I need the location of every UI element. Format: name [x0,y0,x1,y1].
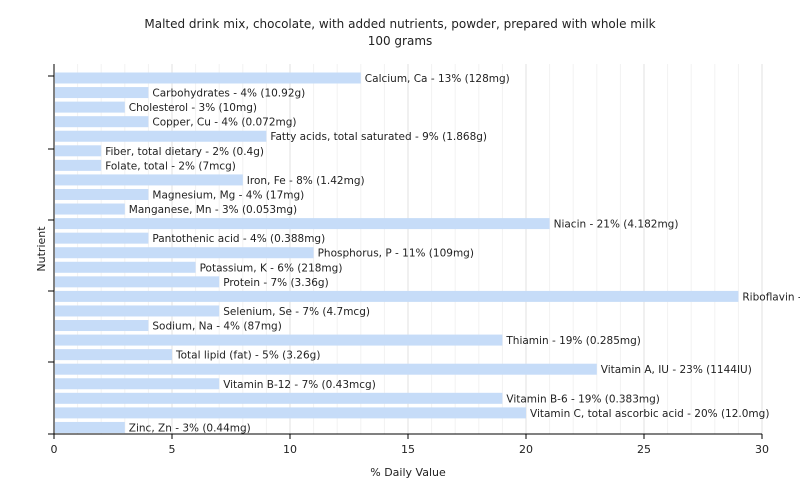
bar-label: Copper, Cu - 4% (0.072mg) [152,117,296,129]
bar-label: Fiber, total dietary - 2% (0.4g) [105,146,264,158]
chart-subtitle: 100 grams [367,34,433,48]
bar [55,116,149,128]
bar [55,363,597,375]
bar-label: Vitamin B-6 - 19% (0.383mg) [506,393,660,405]
bar-label: Vitamin C, total ascorbic acid - 20% (12… [530,408,769,420]
x-tick-label: 30 [755,443,769,456]
x-axis-label: % Daily Value [370,466,446,479]
bar-label: Pantothenic acid - 4% (0.388mg) [152,233,325,245]
bar [55,407,526,419]
bar-label: Zinc, Zn - 3% (0.44mg) [129,422,251,434]
bar-label: Sodium, Na - 4% (87mg) [152,321,281,333]
bar [55,130,267,142]
x-tick-label: 5 [169,443,176,456]
bar-label: Iron, Fe - 8% (1.42mg) [247,175,365,187]
x-tick-label: 0 [51,443,58,456]
bar-label: Manganese, Mn - 3% (0.053mg) [129,204,297,216]
bar-label: Vitamin A, IU - 23% (1144IU) [601,364,752,376]
bar-label: Vitamin B-12 - 7% (0.43mcg) [223,379,376,391]
bar [55,159,102,171]
bar [55,305,220,317]
bar [55,188,149,200]
bar-label: Protein - 7% (3.36g) [223,277,329,289]
x-tick-label: 20 [519,443,533,456]
bar-label: Potassium, K - 6% (218mg) [200,262,343,274]
bar [55,145,102,157]
bar-label: Carbohydrates - 4% (10.92g) [152,88,305,100]
bar [55,232,149,244]
bar [55,72,361,84]
bar [55,378,220,390]
bar [55,87,149,99]
bar [55,290,739,302]
bar-label: Niacin - 21% (4.182mg) [554,219,679,231]
bar-label: Fatty acids, total saturated - 9% (1.868… [270,131,487,143]
bar [55,174,243,186]
bar [55,334,503,346]
bar [55,247,314,259]
chart-title: Malted drink mix, chocolate, with added … [144,17,656,31]
bar [55,421,125,433]
bar-label: Riboflavin - 29% (0.497mg) [742,291,800,303]
bar [55,276,220,288]
bar-label: Total lipid (fat) - 5% (3.26g) [175,350,320,362]
bar [55,320,149,332]
bar-label: Phosphorus, P - 11% (109mg) [318,248,474,260]
y-axis-label: Nutrient [35,226,48,272]
bar [55,101,125,113]
bar [55,218,550,230]
bar-label: Cholesterol - 3% (10mg) [129,102,257,114]
x-tick-label: 25 [637,443,651,456]
bar-label: Thiamin - 19% (0.285mg) [505,335,641,347]
bar [55,349,172,361]
bar [55,392,503,404]
bar [55,203,125,215]
bar [55,261,196,273]
x-tick-label: 15 [401,443,415,456]
bar-label: Folate, total - 2% (7mcg) [105,160,236,172]
bar-label: Selenium, Se - 7% (4.7mcg) [223,306,370,318]
bar-label: Magnesium, Mg - 4% (17mg) [152,189,304,201]
x-tick-label: 10 [283,443,297,456]
bar-label: Calcium, Ca - 13% (128mg) [365,73,510,85]
